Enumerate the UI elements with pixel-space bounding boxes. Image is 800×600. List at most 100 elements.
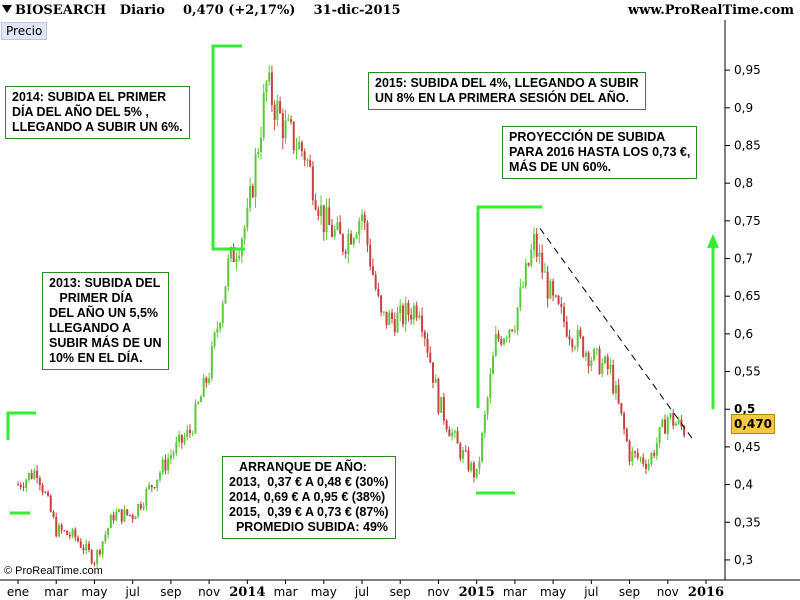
candle-body: [601, 363, 604, 374]
candle-body: [52, 511, 55, 517]
candle-body: [603, 356, 606, 364]
x-tick-label: 2016: [688, 585, 724, 600]
candle-body: [292, 121, 295, 151]
candle-body: [189, 429, 191, 434]
candle-body: [139, 504, 142, 509]
candle-body: [38, 478, 41, 486]
x-tick-label: mar: [44, 585, 68, 599]
y-tick-label: 0,85: [734, 138, 761, 152]
x-tick-label: mar: [503, 585, 527, 599]
y-tick-label: 0,9: [734, 101, 753, 115]
candle-body: [82, 547, 85, 551]
candle-body: [579, 329, 582, 337]
symbol: BIOSEARCH: [15, 3, 107, 18]
candle-body: [462, 450, 465, 459]
candle-body: [382, 311, 385, 313]
y-tick-label: 0,8: [734, 176, 753, 190]
candle-body: [620, 403, 623, 414]
candle-body: [410, 314, 413, 320]
candle-body: [377, 288, 380, 296]
candle-body: [533, 234, 535, 250]
candle-body: [336, 222, 339, 230]
candle-body: [508, 329, 511, 338]
candle-body: [194, 403, 197, 433]
candle-body: [259, 137, 262, 152]
source-url[interactable]: www.ProRealTime.com: [627, 3, 794, 18]
candle-body: [492, 356, 495, 375]
candle-body: [483, 414, 486, 433]
candle-body: [497, 333, 500, 340]
candle-body: [653, 453, 656, 456]
last-price-tag: 0,470: [731, 414, 775, 434]
candle-body: [355, 235, 358, 239]
candle-body: [98, 550, 101, 555]
dropdown-arrow-icon[interactable]: [2, 5, 12, 13]
candle-body: [464, 450, 467, 452]
note-projection: PROYECCIÓN DE SUBIDA PARA 2016 HASTA LOS…: [502, 126, 698, 179]
candle-body: [347, 233, 350, 254]
x-tick-label: may: [311, 585, 337, 599]
candle-body: [350, 233, 353, 245]
candle-body: [374, 274, 377, 289]
candle-body: [55, 516, 58, 537]
candle-body: [17, 484, 19, 486]
candle-body: [322, 205, 325, 233]
candle-body: [404, 303, 407, 325]
price-change: (+2,17%): [228, 3, 296, 18]
candle-body: [519, 287, 522, 308]
candle-body: [161, 459, 164, 473]
candle-body: [669, 413, 672, 418]
x-tick-label: 2014: [229, 585, 265, 600]
candle-body: [421, 315, 424, 332]
candle-body: [628, 441, 631, 462]
candle-body: [281, 113, 284, 139]
candle-body: [213, 332, 216, 346]
y-tick-label: 0,5: [734, 402, 755, 416]
candle-body: [393, 318, 396, 333]
candle-body: [317, 209, 320, 216]
candle-body: [137, 504, 140, 517]
candle-body: [505, 337, 508, 339]
y-tick-label: 0,95: [734, 63, 761, 77]
candle-body: [524, 263, 527, 287]
candle-body: [650, 453, 653, 464]
y-tick-label: 0,4: [734, 478, 753, 492]
candle-body: [426, 338, 429, 353]
candle-body: [63, 530, 66, 532]
x-tick-label: jul: [583, 585, 598, 599]
overlay: [6, 44, 719, 515]
x-tick-label: nov: [198, 585, 220, 599]
candle-body: [164, 459, 167, 471]
candle-body: [573, 347, 576, 349]
x-tick-label: jul: [354, 585, 369, 599]
candle-body: [399, 305, 402, 314]
candle-body: [19, 484, 22, 488]
candle-body: [254, 154, 257, 198]
panel-label[interactable]: Precio: [1, 22, 48, 40]
candle-body: [183, 437, 186, 443]
candle-body: [249, 185, 252, 208]
candle-body: [320, 205, 323, 216]
candle-body: [472, 462, 475, 478]
y-tick-label: 0,75: [734, 214, 761, 228]
candle-body: [527, 263, 530, 266]
candle-body: [303, 151, 306, 161]
candle-body: [246, 207, 249, 228]
candle-body: [191, 432, 194, 434]
x-tick-label: may: [540, 585, 566, 599]
candle-body: [412, 305, 415, 320]
candle-body: [571, 339, 574, 348]
candle-body: [614, 385, 617, 394]
candle-body: [445, 420, 448, 430]
candle-body: [197, 401, 200, 404]
candle-body: [44, 492, 47, 494]
candle-body: [516, 307, 519, 331]
candle-body: [175, 442, 178, 453]
y-tick-label: 0,6: [734, 327, 753, 341]
period: Diario: [119, 3, 165, 18]
candle-body: [341, 234, 344, 252]
candle-body: [415, 305, 418, 318]
candle-body: [219, 323, 222, 329]
candle-body: [456, 431, 459, 444]
